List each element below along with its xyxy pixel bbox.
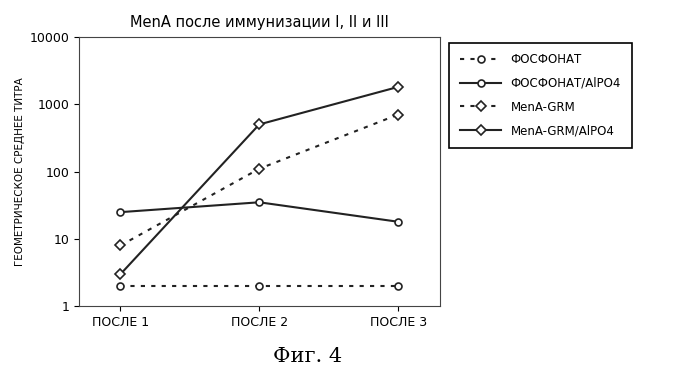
MenA-GRM/AlPO4 xyxy=(117,272,125,276)
MenA-GRM xyxy=(255,166,263,171)
ФОСФОНАТ xyxy=(394,284,402,288)
MenA-GRM xyxy=(117,243,125,248)
Line: ФОСФОНАТ/AlPO4: ФОСФОНАТ/AlPO4 xyxy=(117,199,401,225)
ФОСФОНАТ/AlPO4 xyxy=(255,200,263,205)
ФОСФОНАТ/AlPO4 xyxy=(394,219,402,224)
MenA-GRM/AlPO4 xyxy=(255,122,263,127)
ФОСФОНАТ xyxy=(255,284,263,288)
Y-axis label: ГЕОМЕТРИЧЕСКОЕ СРЕДНЕЕ ТИТРА: ГЕОМЕТРИЧЕСКОЕ СРЕДНЕЕ ТИТРА xyxy=(15,77,25,266)
Legend: ФОСФОНАТ, ФОСФОНАТ/AlPO4, MenA-GRM, MenA-GRM/AlPO4: ФОСФОНАТ, ФОСФОНАТ/AlPO4, MenA-GRM, MenA… xyxy=(450,43,632,148)
MenA-GRM xyxy=(394,112,402,117)
Line: MenA-GRM/AlPO4: MenA-GRM/AlPO4 xyxy=(117,84,401,278)
MenA-GRM/AlPO4 xyxy=(394,85,402,89)
Line: MenA-GRM: MenA-GRM xyxy=(117,111,401,249)
Line: ФОСФОНАТ: ФОСФОНАТ xyxy=(117,283,401,290)
Text: Фиг. 4: Фиг. 4 xyxy=(272,347,342,366)
ФОСФОНАТ/AlPO4 xyxy=(117,210,125,214)
ФОСФОНАТ xyxy=(117,284,125,288)
Title: MenA после иммунизации I, II и III: MenA после иммунизации I, II и III xyxy=(130,15,389,30)
